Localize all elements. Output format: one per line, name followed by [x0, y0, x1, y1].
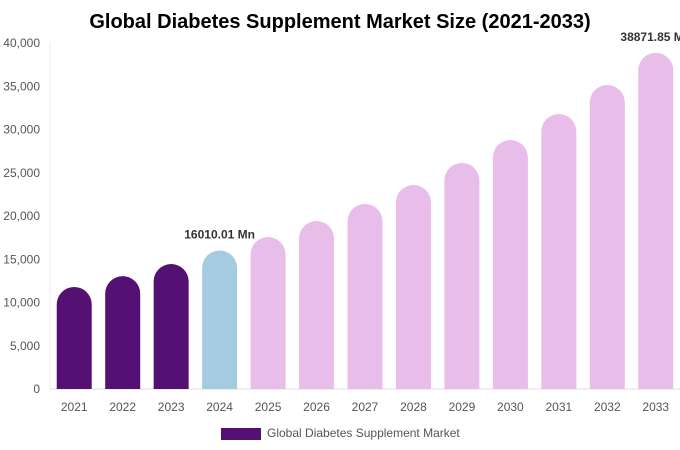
bar-2029 — [444, 162, 480, 389]
y-tick-label: 0 — [33, 382, 40, 396]
bar-2022 — [105, 276, 141, 389]
y-tick-label: 35,000 — [3, 79, 40, 93]
y-tick-label: 40,000 — [3, 36, 40, 50]
bars — [56, 52, 674, 390]
bar-2024 — [202, 250, 238, 389]
bar-2033 — [638, 52, 674, 390]
data-labels: 16010.01 Mn 38871.85 Mn — [184, 30, 680, 242]
x-tick-label: 2022 — [109, 400, 136, 414]
x-tick-label: 2032 — [594, 400, 621, 414]
x-tick-label: 2025 — [255, 400, 282, 414]
x-tick-label: 2028 — [400, 400, 427, 414]
bar-2032 — [589, 85, 625, 389]
x-axis: 2021 2022 2023 2024 2025 2026 2027 2028 2029 2030… — [50, 388, 680, 414]
bar-2021 — [56, 286, 92, 389]
data-label: 38871.85 Mn — [620, 30, 680, 44]
x-tick-label: 2033 — [642, 400, 669, 414]
x-tick-label: 2026 — [303, 400, 330, 414]
x-tick-label: 2023 — [158, 400, 185, 414]
y-tick-label: 5,000 — [10, 339, 40, 353]
legend: Global Diabetes Supplement Market — [221, 426, 460, 440]
bar-2027 — [347, 203, 383, 389]
bar-2030 — [492, 140, 528, 389]
legend-swatch — [221, 428, 261, 440]
bar-2023 — [153, 264, 189, 389]
bar-2026 — [299, 221, 335, 389]
chart-title: Global Diabetes Supplement Market Size (… — [89, 11, 590, 33]
data-label: 16010.01 Mn — [184, 228, 255, 242]
bar-2025 — [250, 237, 286, 389]
x-tick-label: 2031 — [545, 400, 572, 414]
x-tick-label: 2030 — [497, 400, 524, 414]
y-tick-label: 25,000 — [3, 166, 40, 180]
y-tick-label: 30,000 — [3, 123, 40, 137]
y-tick-label: 15,000 — [3, 252, 40, 266]
bar-2031 — [541, 114, 577, 390]
bar-2028 — [395, 185, 431, 389]
x-tick-label: 2021 — [61, 400, 88, 414]
x-tick-label: 2024 — [206, 400, 233, 414]
x-tick-label: 2027 — [352, 400, 379, 414]
x-tick-label: 2029 — [449, 400, 476, 414]
y-tick-label: 10,000 — [3, 296, 40, 310]
y-tick-label: 20,000 — [3, 209, 40, 223]
legend-label: Global Diabetes Supplement Market — [267, 426, 460, 440]
y-axis: 0 5,000 10,000 15,000 20,000 25,000 30,000 35,0… — [3, 36, 51, 396]
